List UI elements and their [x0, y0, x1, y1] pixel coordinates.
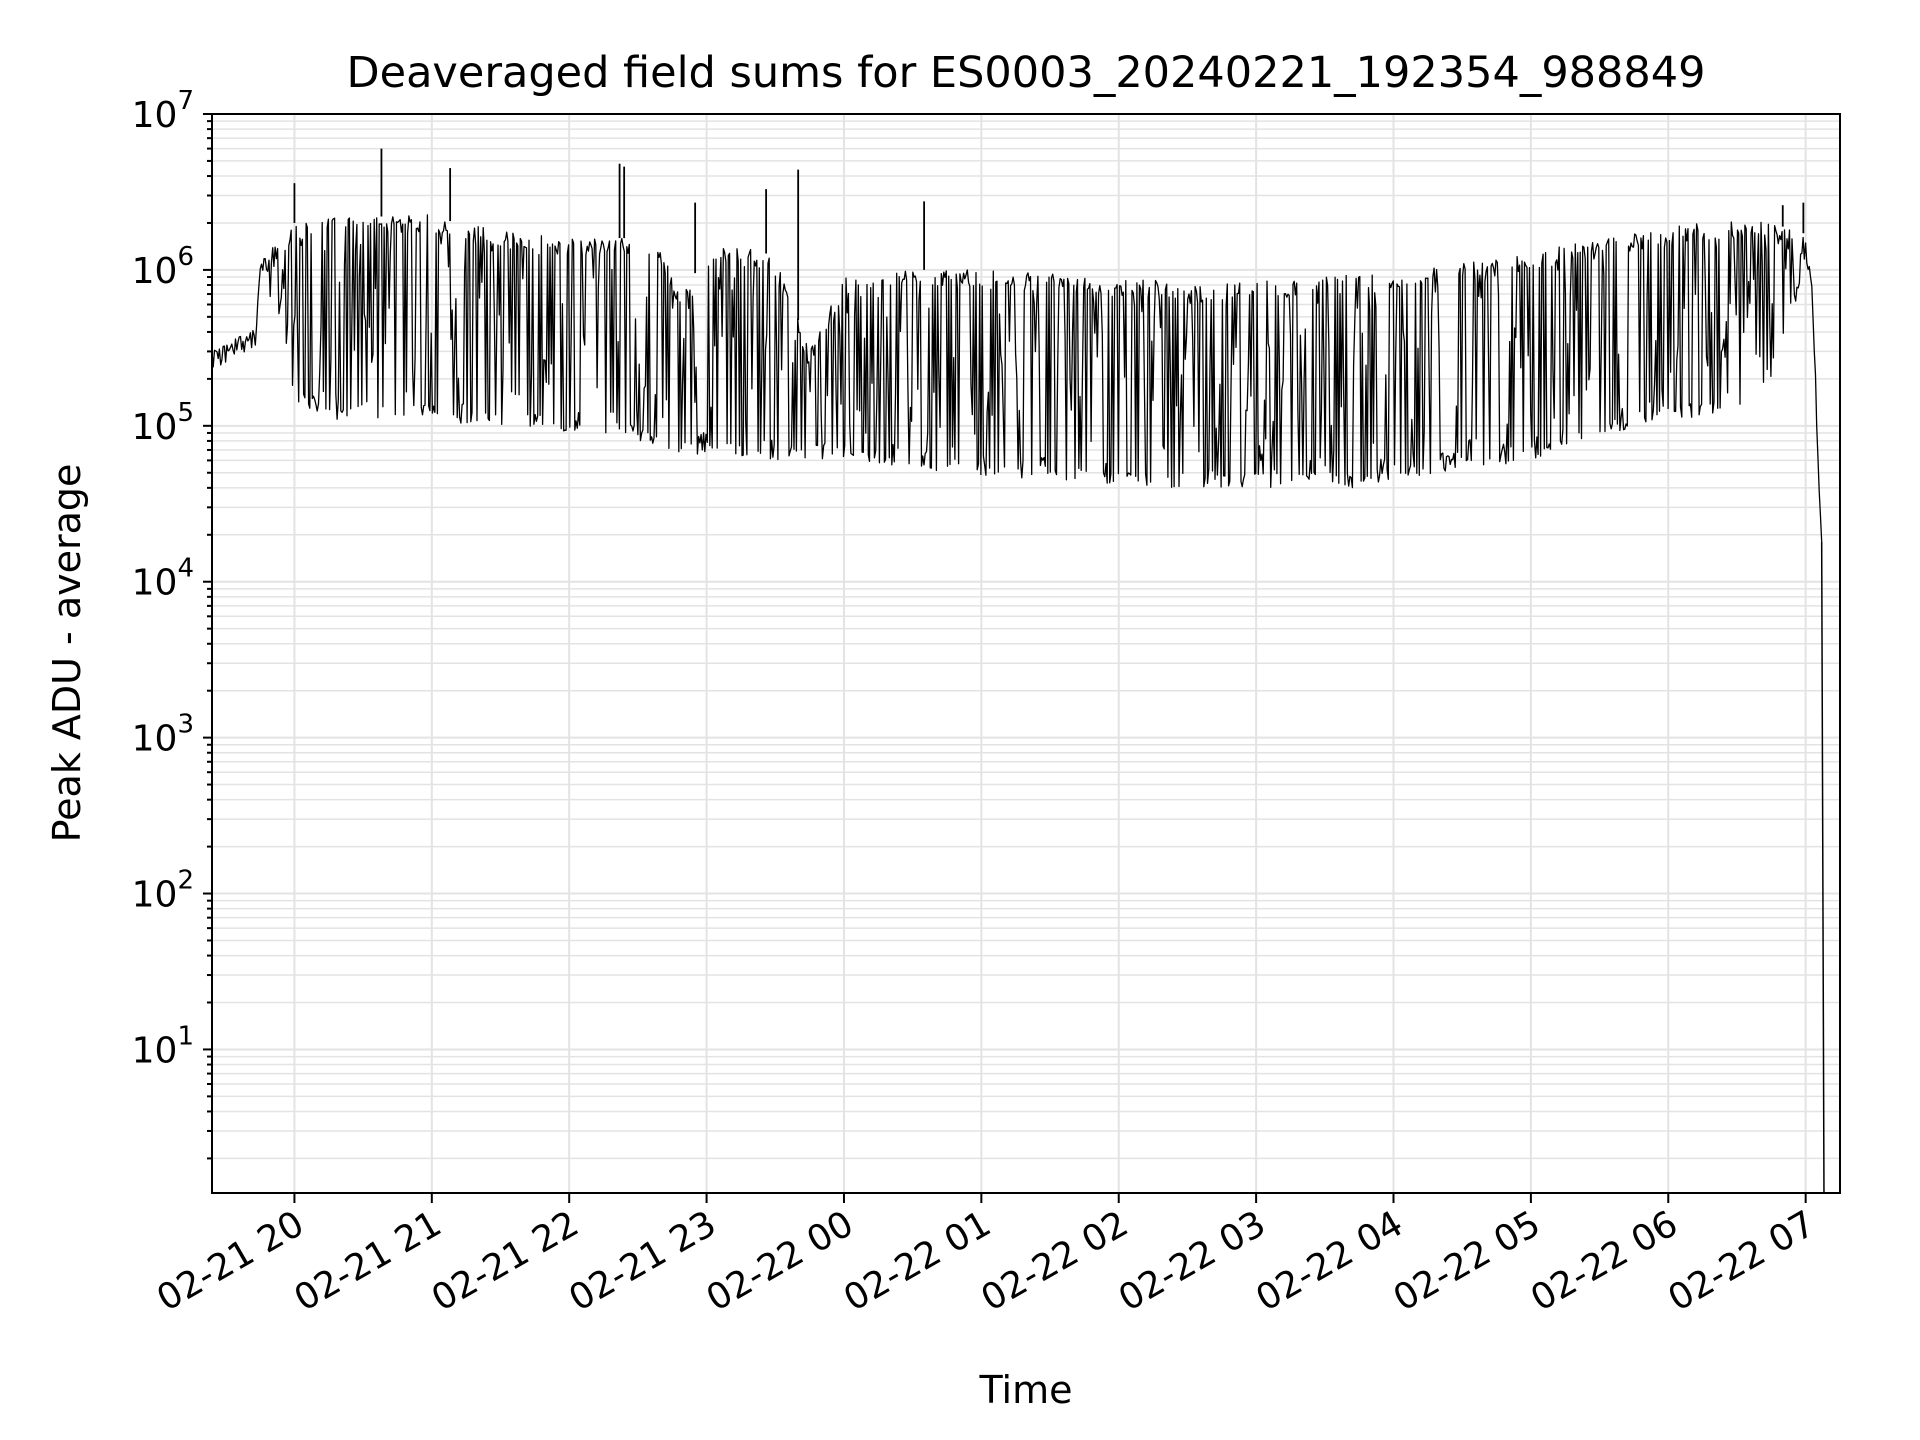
grid	[212, 114, 1840, 1193]
y-tick-label: 105	[132, 398, 194, 448]
y-axis-label: Peak ADU - average	[45, 464, 89, 843]
y-tick-label: 103	[132, 710, 194, 760]
x-tick-label: 02-22 00	[700, 1203, 861, 1319]
data-series	[211, 148, 1825, 1194]
chart-title: Deaveraged field sums for ES0003_2024022…	[347, 48, 1706, 98]
x-tick-label: 02-22 04	[1249, 1203, 1410, 1319]
y-tick-label: 102	[132, 866, 194, 916]
x-axis-label: Time	[979, 1368, 1073, 1412]
series-drop	[1820, 541, 1825, 1194]
x-tick-label: 02-21 21	[288, 1203, 449, 1319]
x-tick-label: 02-21 20	[150, 1203, 311, 1319]
y-axis: 101 102 103 104 105 106 107	[132, 86, 212, 1160]
series-line	[211, 214, 1823, 542]
x-tick-label: 02-22 02	[975, 1203, 1136, 1319]
x-tick-label: 02-21 23	[562, 1203, 723, 1319]
x-tick-label: 02-22 03	[1112, 1203, 1273, 1319]
y-tick-label: 107	[132, 86, 194, 136]
x-tick-label: 02-22 05	[1387, 1203, 1548, 1319]
plot-frame	[211, 113, 1841, 1194]
x-tick-label: 02-22 07	[1661, 1203, 1822, 1319]
y-tick-label: 101	[132, 1021, 194, 1071]
x-tick-label: 02-21 22	[425, 1203, 586, 1319]
y-tick-label: 106	[132, 242, 194, 292]
x-tick-label: 02-22 06	[1524, 1203, 1685, 1319]
y-tick-label: 104	[132, 554, 194, 604]
x-tick-label: 02-22 01	[837, 1203, 998, 1319]
